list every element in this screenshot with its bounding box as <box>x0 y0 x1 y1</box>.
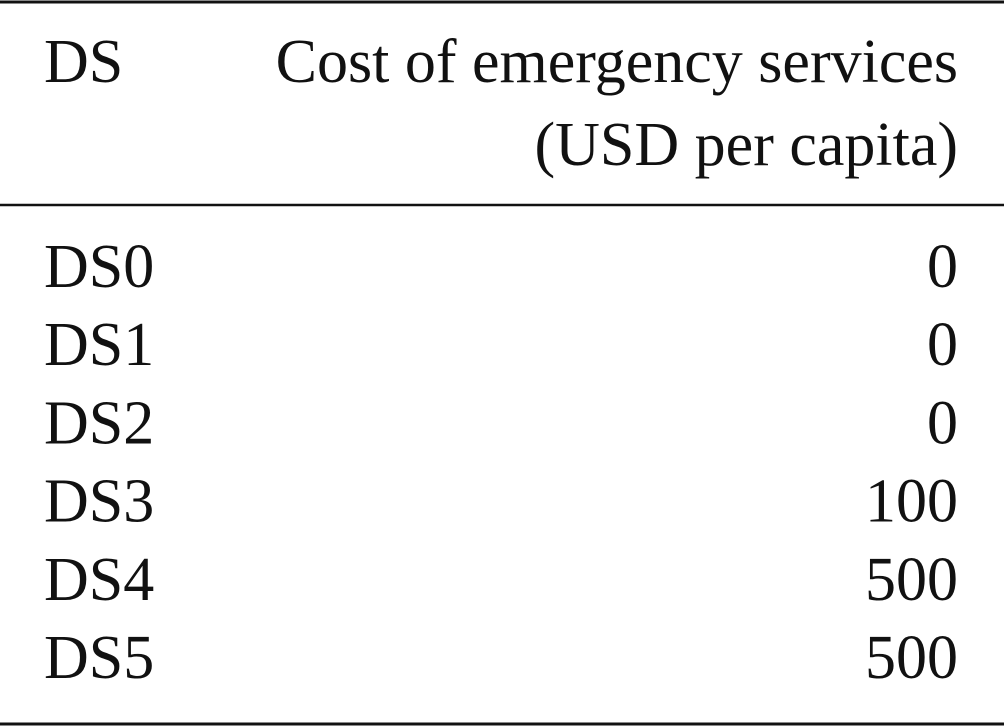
cost-value: 500 <box>865 546 958 614</box>
header-cell: (USD per capita) <box>535 111 959 179</box>
row-label: DS3 <box>44 468 154 536</box>
header-cell: DS <box>44 28 123 96</box>
cost-value: 0 <box>927 233 958 301</box>
row-label: DS4 <box>44 546 154 614</box>
row-label: DS0 <box>44 233 154 301</box>
cost-value: 500 <box>865 624 958 692</box>
cost-value: 0 <box>927 389 958 457</box>
row-label: DS2 <box>44 389 154 457</box>
cost-value: 0 <box>927 311 958 379</box>
cost-value: 100 <box>865 468 958 536</box>
row-label: DS1 <box>44 311 154 379</box>
header-cell: Cost of emergency services <box>276 28 958 96</box>
row-label: DS5 <box>44 624 154 692</box>
